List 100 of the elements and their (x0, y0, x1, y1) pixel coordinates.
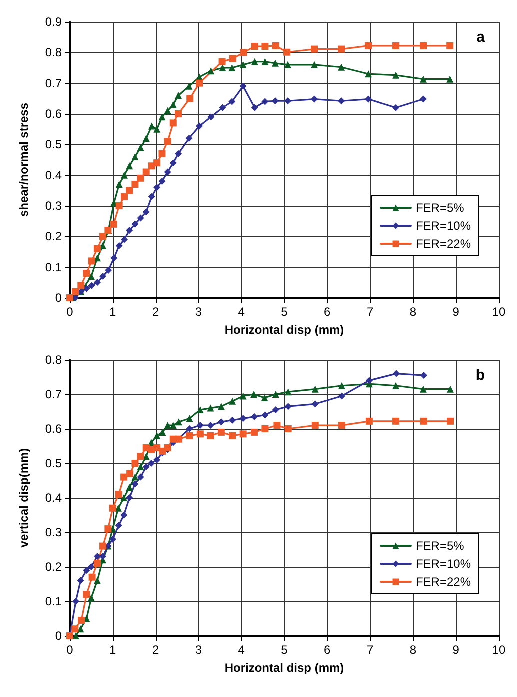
point (261, 394, 268, 402)
point (312, 400, 319, 408)
point (77, 626, 84, 633)
annotation: b (476, 367, 486, 384)
x-tick-label: 1 (110, 305, 117, 319)
point (262, 43, 269, 50)
point (186, 432, 194, 440)
point (88, 273, 95, 280)
point (251, 43, 258, 50)
point (262, 98, 269, 106)
x-tick-label: 3 (195, 305, 202, 319)
point (196, 422, 204, 430)
point (175, 150, 182, 158)
point (312, 386, 319, 393)
x-tick-label: 5 (281, 305, 288, 319)
point (158, 178, 166, 185)
point (83, 270, 90, 277)
point (447, 418, 454, 425)
y-tick-label: 0.3 (45, 526, 62, 540)
y-tick-label: 0.1 (45, 594, 62, 608)
point (114, 504, 122, 512)
x-tick-label: 5 (281, 643, 288, 657)
y-tick-label: 0.4 (45, 491, 62, 505)
point (175, 418, 182, 426)
point (230, 55, 237, 62)
point (148, 460, 156, 467)
point (420, 42, 427, 50)
point (154, 184, 161, 192)
point (218, 428, 225, 436)
point (109, 536, 116, 543)
point (272, 98, 279, 105)
point (159, 428, 166, 436)
point (132, 220, 139, 228)
point (338, 422, 346, 430)
point (272, 391, 280, 398)
point (137, 144, 144, 152)
point (196, 122, 204, 130)
point (272, 406, 280, 414)
point (126, 484, 134, 492)
point (250, 391, 258, 398)
point (148, 193, 156, 200)
x-tick-label: 8 (410, 305, 417, 319)
point (126, 494, 134, 502)
point (274, 422, 281, 430)
point (284, 388, 292, 396)
point (365, 70, 372, 78)
x-tick-label: 9 (452, 643, 460, 657)
point (338, 392, 346, 400)
point (207, 404, 214, 412)
point (365, 96, 372, 103)
x-tick-label: 2 (152, 643, 160, 657)
point (126, 162, 134, 170)
point (338, 98, 346, 105)
point (240, 82, 247, 90)
point (164, 168, 172, 176)
point (154, 456, 161, 464)
point (105, 266, 112, 274)
point (120, 512, 128, 519)
point (132, 460, 139, 467)
x-tick-label: 6 (324, 305, 332, 319)
point (251, 58, 258, 66)
point (132, 153, 139, 160)
point (126, 470, 134, 478)
x-tick-label: 4 (238, 305, 246, 319)
point (366, 418, 373, 425)
point (120, 236, 128, 244)
x-axis-title: Horizontal disp (mm) (224, 323, 344, 337)
point (196, 430, 204, 438)
x-tick-label: 3 (195, 643, 202, 657)
point (262, 412, 269, 419)
point (109, 504, 116, 512)
point (284, 48, 291, 56)
y-tick-label: 0.9 (45, 15, 62, 29)
y-tick-label: 0 (55, 291, 62, 305)
point (142, 463, 150, 470)
point (142, 168, 150, 176)
point (126, 187, 134, 194)
point (218, 58, 226, 66)
point (88, 258, 96, 265)
point (110, 254, 118, 262)
point (392, 104, 400, 112)
point (100, 273, 107, 280)
point (78, 616, 86, 624)
point (392, 418, 400, 425)
point (100, 233, 107, 240)
point (175, 110, 182, 118)
x-tick-label: 0 (66, 643, 74, 657)
x-tick-label: 2 (152, 305, 160, 319)
x-tick-label: 6 (324, 643, 332, 657)
point (218, 418, 225, 426)
point (420, 386, 427, 393)
point (392, 72, 400, 79)
point (175, 92, 182, 100)
point (116, 181, 123, 188)
point (170, 101, 177, 108)
point (120, 494, 128, 502)
point (100, 242, 107, 250)
point (446, 76, 454, 83)
point (94, 245, 101, 252)
point (142, 135, 150, 142)
